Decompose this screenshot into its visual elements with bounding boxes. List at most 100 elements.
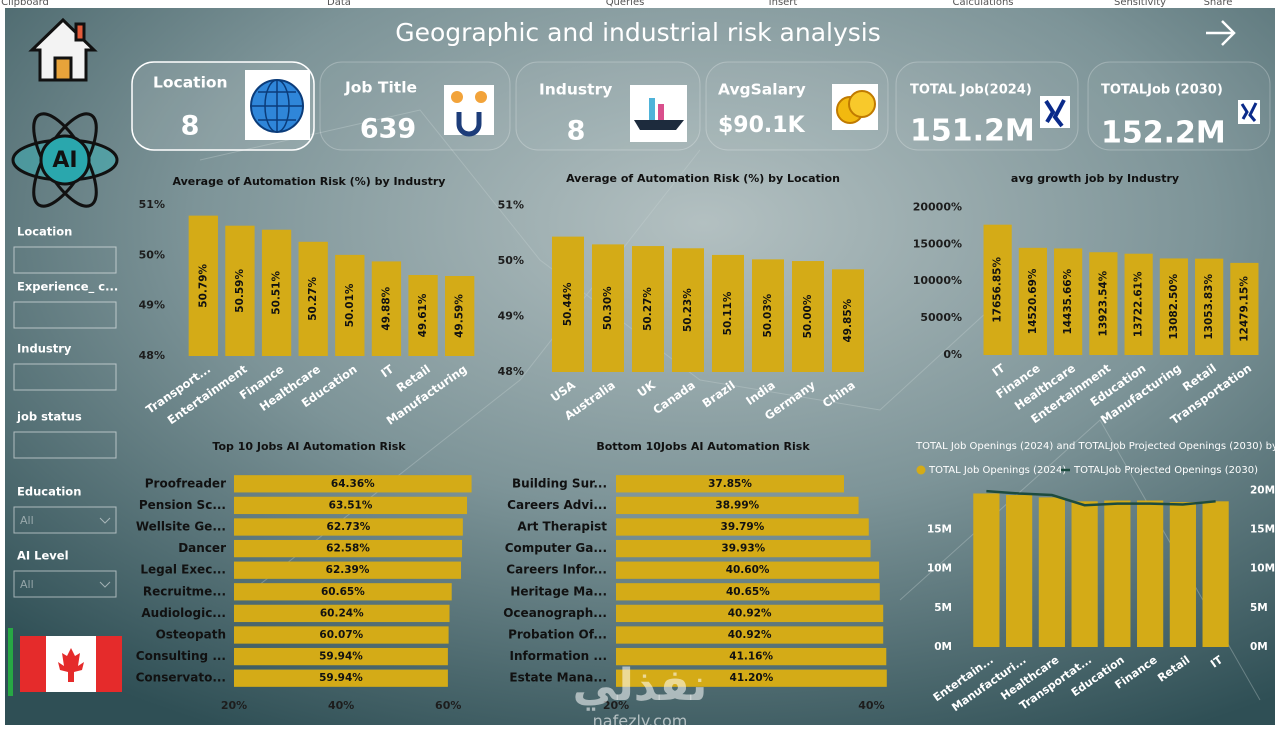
- dropdown-caret: [99, 517, 111, 524]
- ribbon-tab[interactable]: Queries: [606, 0, 645, 8]
- ribbon-tab[interactable]: Share: [1204, 0, 1233, 8]
- card-icons: [245, 70, 1260, 142]
- data-label: 60.24%: [320, 607, 364, 619]
- y-tick-label: Dancer: [178, 541, 226, 555]
- y-tick-label: 15M: [927, 524, 952, 536]
- data-label: 63.51%: [329, 499, 373, 511]
- bar: [371, 261, 402, 356]
- bar: [1038, 497, 1065, 647]
- bar: [298, 241, 328, 356]
- ribbon-tab[interactable]: Data: [327, 0, 351, 8]
- data-label: 50.00%: [802, 294, 814, 338]
- filter-label: Industry: [17, 342, 72, 356]
- data-label: 41.16%: [729, 651, 773, 663]
- bar: [234, 583, 452, 601]
- filter-dropdown[interactable]: [13, 570, 117, 598]
- ribbon-tab[interactable]: Insert: [769, 0, 798, 8]
- data-label: 50.01%: [344, 283, 356, 327]
- bar: [752, 259, 784, 372]
- bar: [234, 626, 449, 644]
- bar: [616, 669, 887, 687]
- bar: [234, 561, 462, 579]
- chart-title: Average of Automation Risk (%) by Indust…: [173, 175, 446, 188]
- data-label: 40.92%: [728, 629, 772, 641]
- bar: [792, 261, 824, 372]
- y-tick-label: Wellsite Ge...: [136, 520, 226, 534]
- bar: [234, 539, 463, 558]
- card-value: 639: [360, 114, 416, 145]
- filter-dropdown[interactable]: [13, 506, 117, 534]
- ribbon-tab[interactable]: Clipboard: [1, 0, 49, 8]
- data-label: 12479.15%: [1238, 276, 1250, 342]
- card-value: 151.2M: [910, 114, 1035, 149]
- y-tick-label: 5M: [934, 602, 952, 614]
- y-tick-label: Recruitme...: [143, 584, 226, 598]
- bar: [616, 626, 884, 644]
- data-label: 49.59%: [454, 294, 466, 338]
- y-tick-label: 50%: [139, 248, 165, 261]
- y-tick-label: Art Therapist: [517, 520, 607, 534]
- y-tick-label: Information ...: [510, 649, 607, 663]
- bar: [234, 496, 468, 515]
- home-icon[interactable]: [28, 17, 98, 82]
- y-tick-label: Heritage Ma...: [510, 584, 607, 598]
- bar: [234, 669, 448, 687]
- y-tick-label: Audiologic...: [141, 606, 226, 620]
- data-label: 39.93%: [721, 543, 765, 555]
- y2-tick-label: 20M: [1250, 484, 1275, 496]
- ribbon-tab[interactable]: Sensitivity: [1114, 0, 1166, 8]
- bar: [616, 561, 880, 579]
- bar: [616, 604, 884, 623]
- y-tick-label: 51%: [498, 199, 524, 212]
- bar: [335, 254, 365, 356]
- bar: [1104, 500, 1131, 647]
- y2-tick-label: 10M: [1250, 563, 1275, 575]
- x-tick-label: 20%: [603, 699, 629, 712]
- data-label: 13722.61%: [1133, 271, 1145, 337]
- y-tick-label: Careers Infor...: [506, 563, 607, 577]
- chart-title: Top 10 Jobs AI Automation Risk: [212, 440, 406, 453]
- data-label: 40.92%: [728, 607, 772, 619]
- filter-dropdown[interactable]: [13, 301, 117, 329]
- ribbon-tab[interactable]: Calculations: [953, 0, 1014, 8]
- bar: [234, 475, 472, 493]
- bar: [1230, 262, 1259, 355]
- next-arrow[interactable]: [1206, 20, 1236, 46]
- bar: [1169, 502, 1196, 647]
- legend-label: TOTAL Job Openings (2024): [928, 465, 1066, 476]
- filter-label: Education: [17, 485, 81, 499]
- bar: [1018, 247, 1047, 355]
- page-title: Geographic and industrial risk analysis: [395, 18, 881, 47]
- filter-dropdown[interactable]: [13, 246, 117, 274]
- y-tick-label: 49%: [139, 299, 165, 312]
- data-label: 40.60%: [726, 564, 770, 576]
- y-tick-label: Conservato...: [136, 671, 226, 685]
- legend-label: TOTALJob Projected Openings (2030): [1073, 465, 1258, 476]
- bar: [616, 496, 859, 515]
- y-tick-label: Oceanograph...: [503, 606, 607, 620]
- filter-label: AI Level: [17, 549, 69, 563]
- y-tick-label: 51%: [139, 198, 165, 211]
- y-tick-label: 0%: [943, 348, 962, 361]
- filter-value: All: [20, 514, 34, 527]
- bar: [445, 276, 475, 356]
- y-tick-label: 49%: [498, 310, 524, 323]
- data-label: 39.79%: [721, 521, 765, 533]
- data-label: 49.85%: [842, 298, 854, 342]
- y-tick-label: Proofreader: [145, 476, 226, 490]
- bar: [234, 647, 448, 666]
- x-tick-label: 40%: [858, 699, 884, 712]
- filter-dropdown[interactable]: [13, 431, 117, 459]
- bar: [983, 224, 1012, 355]
- bar: [592, 244, 624, 372]
- dropdown-caret: [99, 581, 111, 588]
- y-tick-label: 48%: [498, 365, 524, 378]
- y-tick-label: Computer Ga...: [505, 541, 607, 555]
- data-label: 38.99%: [715, 499, 759, 511]
- bar: [408, 274, 438, 356]
- filter-dropdown[interactable]: [13, 363, 117, 391]
- card-label: Industry: [539, 81, 612, 99]
- ai-icon: AI: [11, 112, 119, 208]
- data-label: 62.73%: [327, 521, 371, 533]
- bar: [712, 254, 744, 372]
